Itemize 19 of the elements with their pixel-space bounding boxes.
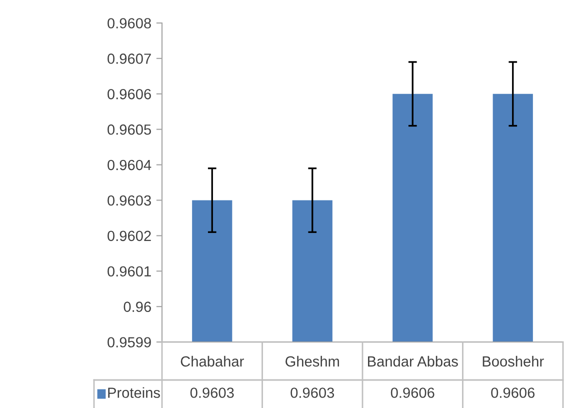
- y-tick-label: 0.9607: [108, 54, 151, 64]
- x-tick-label: Gheshm: [286, 356, 339, 367]
- data-label: 0.9606: [390, 388, 434, 398]
- y-tick-label: 0.9602: [108, 230, 151, 242]
- legend-label: Proteins: [108, 387, 160, 398]
- x-tick-label: Chabahar: [180, 356, 244, 367]
- data-label: 0.9603: [190, 388, 234, 398]
- x-tick-label: Bandar Abbas: [368, 356, 458, 367]
- x-tick-label: Booshehr: [482, 356, 544, 367]
- y-tick-label: 0.9606: [108, 88, 151, 100]
- data-label: 0.9606: [491, 388, 535, 398]
- y-tick-label: 0.9603: [108, 195, 151, 206]
- data-label: 0.9603: [290, 388, 334, 398]
- y-tick-label: 0.9604: [108, 160, 152, 170]
- y-tick-label: 0.9605: [108, 124, 151, 135]
- y-tick-label: 0.9599: [108, 337, 151, 348]
- y-tick-label: 0.96: [124, 302, 151, 312]
- y-tick-label: 0.9601: [108, 266, 151, 277]
- y-tick-label: 0.9608: [108, 18, 151, 28]
